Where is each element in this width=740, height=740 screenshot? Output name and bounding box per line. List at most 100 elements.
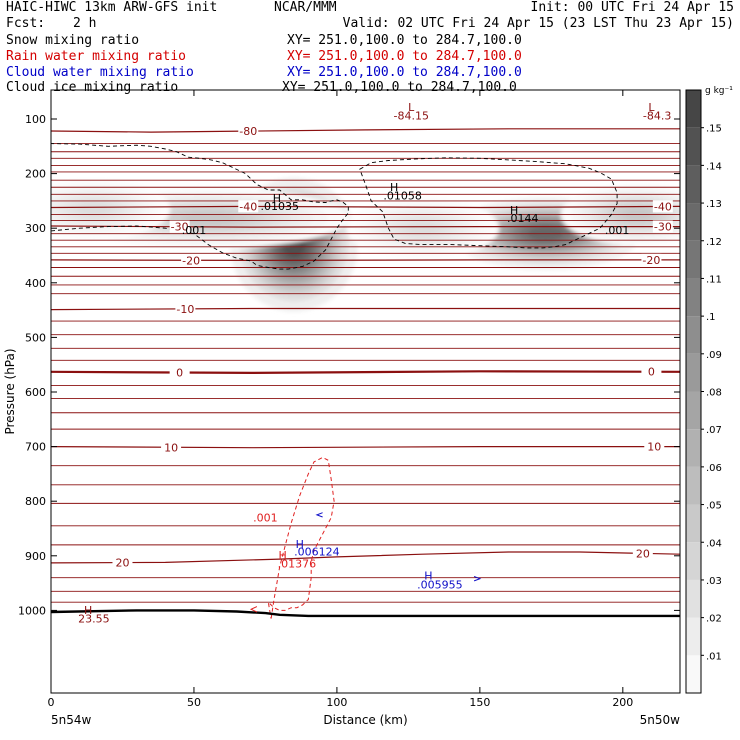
y-tick-label: 900 <box>25 550 46 563</box>
contour-labels: -80-40 -40-30 -30-20 -20-100 010 102020L-84.1… <box>78 101 673 625</box>
colorbar-swatch <box>686 429 701 467</box>
colorbar-tick-label: .06 <box>706 463 722 474</box>
colorbar: .01 .02 .03 .04 .05 .06 .07 .08 .09 .1 .11 .12 .13 .1… <box>685 86 733 694</box>
extremum-marker: H <box>84 604 92 617</box>
isotherm-label: -30 <box>171 221 189 234</box>
terrain-line <box>51 609 680 618</box>
y-tick-label: 200 <box>25 168 46 181</box>
colorbar-tick-label: .09 <box>706 350 722 361</box>
extremum-value: .01376 <box>278 557 317 570</box>
isotherm-label: -20 <box>182 254 200 267</box>
isotherm-label: -10 <box>176 303 194 316</box>
colorbar-tick-label: .12 <box>706 237 722 248</box>
x-tick-label: 0 <box>48 696 55 709</box>
colorbar-tick-label: .14 <box>706 161 722 172</box>
colorbar-swatch <box>686 240 701 279</box>
isotherm-20 <box>51 551 680 564</box>
field-cloud-ice-xy: XY= 251.0,100.0 to 284.7,100.0 <box>282 80 517 95</box>
y-tick-label: 500 <box>25 331 46 344</box>
field-cloud-water-xy: XY= 251.0,100.0 to 284.7,100.0 <box>287 65 522 80</box>
field-snow-xy: XY= 251.0,100.0 to 284.7,100.0 <box>287 33 522 48</box>
isotherm-label-bg <box>238 125 259 138</box>
x-tick-label: 50 <box>187 696 201 709</box>
forecast-hour: 2 h <box>73 16 97 31</box>
colorbar-unit: g kg⁻¹ <box>705 86 733 96</box>
colorbar-swatch <box>686 127 701 166</box>
colorbar-tick-label: .01 <box>706 651 722 662</box>
snow-shade-level <box>79 203 109 215</box>
snow-shading-layers <box>51 177 680 312</box>
colorbar-swatch <box>686 391 701 430</box>
cloud-ice-contour <box>51 143 349 270</box>
colorbar-tick-label: .1 <box>706 312 716 323</box>
colorbar-swatch <box>686 90 701 128</box>
isotherm-label: 0 <box>648 366 655 379</box>
extremum-value: .006124 <box>294 545 340 558</box>
isotherm--80 <box>51 128 680 133</box>
extremum-value: .001 <box>253 511 278 524</box>
extremum-marker: H <box>273 192 281 205</box>
isotherm-label-bg <box>641 365 662 378</box>
x-tick-label: 100 <box>326 696 347 709</box>
extremum-marker: H <box>510 204 518 217</box>
isotherm--40 <box>51 205 680 209</box>
extremum-value: .01058 <box>383 189 422 202</box>
init-time: Init: 00 UTC Fri 24 Apr 15 <box>530 0 735 15</box>
isotherm-label-bg <box>652 200 673 213</box>
colorbar-tick-label: .03 <box>706 576 722 587</box>
extremum-marker: H <box>390 181 398 194</box>
isotherm-label: 20 <box>115 557 129 570</box>
isotherm-10 <box>51 446 680 449</box>
isotherm-label-bg <box>644 440 665 453</box>
snow-shading <box>51 177 680 312</box>
valid-time: Valid: 02 UTC Fri 24 Apr 15 (23 LST Thu … <box>342 16 734 31</box>
isotherm-label-bg <box>169 366 190 379</box>
isotherm--20 <box>51 259 680 262</box>
y-tick-label: 400 <box>25 277 46 290</box>
x-start-label: 5n54w <box>51 713 92 727</box>
colorbar-swatch <box>686 466 701 505</box>
extremum-value: .01035 <box>260 200 299 213</box>
isotherm-label: -20 <box>642 254 660 267</box>
colorbar-swatch <box>686 278 701 317</box>
extremum-marker: H <box>424 569 432 582</box>
field-rain-name: Rain water mixing ratio <box>6 49 187 64</box>
isotherm-label-bg <box>641 253 662 266</box>
colorbar-swatch <box>686 353 701 392</box>
isotherm-label: 10 <box>164 441 178 454</box>
isotherm-label-bg <box>632 547 653 560</box>
y-tick-label: 600 <box>25 386 46 399</box>
field-cloud-water-name: Cloud water mixing ratio <box>6 65 194 80</box>
cloud-water-contour <box>315 512 323 518</box>
y-tick-label: 700 <box>25 441 46 454</box>
temperature-isotherms <box>51 128 680 603</box>
extremum-marker: L <box>648 101 655 114</box>
cloud-water-contour <box>473 576 482 582</box>
isotherm-label: 10 <box>647 441 661 454</box>
field-snow-name: Snow mixing ratio <box>6 33 140 48</box>
y-tick-label: 100 <box>25 113 46 126</box>
isotherm-label-bg <box>238 200 259 213</box>
colorbar-tick-label: .08 <box>706 388 722 399</box>
x-tick-label: 150 <box>469 696 490 709</box>
isotherm--10 <box>51 307 680 311</box>
isotherm-label: 0 <box>176 367 183 380</box>
organization: NCAR/MMM <box>274 0 337 15</box>
colorbar-swatch <box>686 617 701 656</box>
y-tick-label: 300 <box>25 222 46 235</box>
extremum-value: 23.55 <box>78 612 110 625</box>
y-tick-label: 1000 <box>18 604 46 617</box>
colorbar-swatch <box>686 203 701 241</box>
extremum-value: .005955 <box>417 579 463 592</box>
mixing-ratio-contours <box>51 143 680 619</box>
colorbar-swatch <box>686 579 701 618</box>
isotherm-label: 20 <box>636 547 650 560</box>
extremum-value: .001 <box>605 224 630 237</box>
y-tick-label: 800 <box>25 495 46 508</box>
rain-water-contour <box>249 606 258 613</box>
colorbar-tick-label: .04 <box>706 538 722 549</box>
colorbar-swatch <box>686 542 701 580</box>
